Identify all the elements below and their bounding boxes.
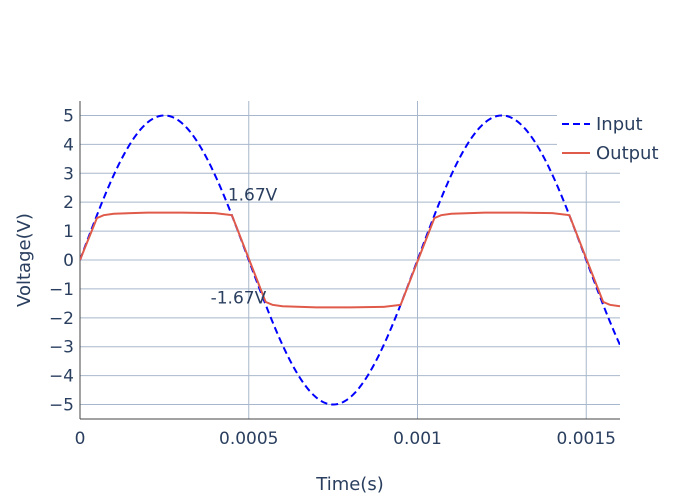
x-tick-label: 0.0005 bbox=[219, 429, 278, 449]
y-tick-label: −1 bbox=[49, 280, 74, 300]
y-tick-label: 1 bbox=[63, 222, 74, 242]
y-tick-label: 0 bbox=[63, 251, 74, 271]
series-line-output bbox=[80, 211, 620, 309]
y-tick-label: 2 bbox=[63, 193, 74, 213]
x-tick-label: 0.0015 bbox=[557, 429, 616, 449]
legend: Input Output bbox=[557, 101, 659, 171]
annotation-label: 1.67V bbox=[228, 186, 278, 206]
y-tick-label: 3 bbox=[63, 164, 74, 184]
series-line-input bbox=[80, 114, 620, 406]
plot-series bbox=[80, 114, 620, 406]
legend-box bbox=[557, 101, 657, 171]
legend-label-input: Input bbox=[596, 114, 643, 135]
y-tick-label: −2 bbox=[49, 309, 74, 329]
x-tick-label: 0.001 bbox=[393, 429, 442, 449]
annotation-label: -1.67V bbox=[211, 288, 267, 308]
y-tick-label: −5 bbox=[49, 396, 74, 416]
legend-label-output: Output bbox=[596, 143, 659, 164]
annotations: 1.67V -1.67V bbox=[211, 186, 278, 309]
x-axis-title: Time(s) bbox=[315, 474, 383, 495]
y-tick-label: −4 bbox=[49, 367, 74, 387]
x-tick-label: 0 bbox=[75, 429, 86, 449]
y-tick-label: −3 bbox=[49, 338, 74, 358]
y-tick-label: 5 bbox=[63, 106, 74, 126]
y-axis-title: Voltage(V) bbox=[14, 213, 35, 307]
y-tick-label: 4 bbox=[63, 135, 74, 155]
